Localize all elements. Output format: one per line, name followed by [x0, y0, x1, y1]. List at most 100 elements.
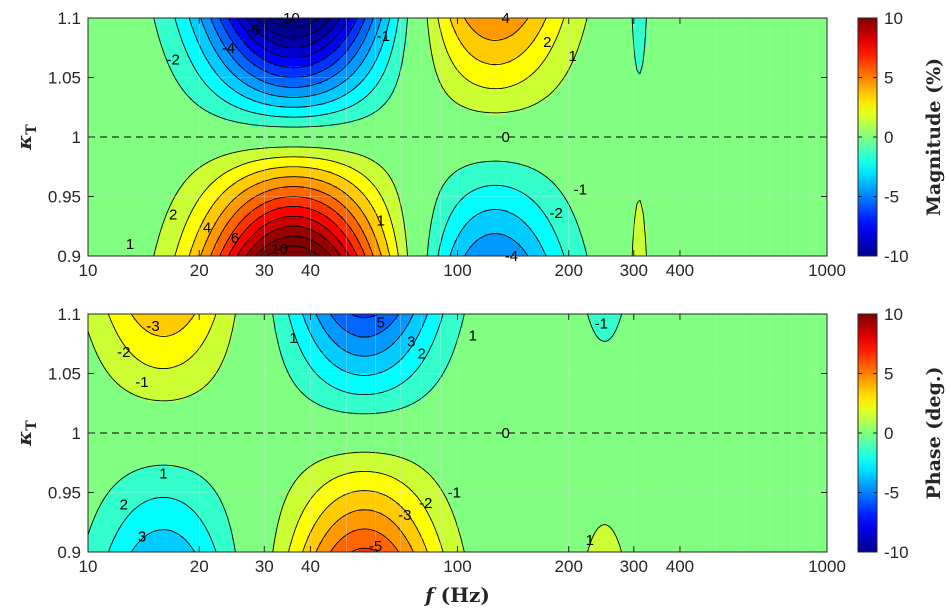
map-cell [466, 39, 470, 43]
map-cell [388, 54, 392, 58]
map-cell [451, 39, 455, 43]
map-cell [502, 30, 506, 34]
map-cell [340, 57, 344, 61]
map-cell [259, 42, 263, 46]
map-cell [313, 36, 317, 40]
map-cell [559, 27, 563, 31]
map-cell [463, 39, 467, 43]
map-cell [445, 42, 449, 46]
map-cell [184, 51, 188, 55]
map-cell [289, 39, 293, 43]
map-cell [337, 39, 341, 43]
map-cell [550, 54, 554, 58]
map-cell [541, 39, 545, 43]
map-cell [535, 36, 539, 40]
map-cell [238, 42, 242, 46]
map-cell [301, 30, 305, 34]
map-cell [232, 39, 236, 43]
map-cell [229, 33, 233, 37]
map-cell [478, 45, 482, 49]
map-cell [211, 57, 215, 61]
map-cell [445, 21, 449, 25]
map-cell [238, 30, 242, 34]
map-cell [202, 27, 206, 31]
map-cell [523, 57, 527, 61]
map-cell [229, 18, 233, 22]
map-cell [226, 54, 230, 58]
map-cell [442, 51, 446, 55]
map-cell [481, 30, 485, 34]
map-cell [328, 54, 332, 58]
map-cell [253, 33, 257, 37]
map-cell [562, 24, 566, 28]
map-cell [463, 42, 467, 46]
map-cell [286, 60, 290, 64]
map-cell [280, 27, 284, 31]
map-cell [355, 36, 359, 40]
map-cell [457, 54, 461, 58]
map-cell [169, 42, 173, 46]
map-cell [541, 57, 545, 61]
map-cell [187, 57, 191, 61]
map-cell [433, 39, 437, 43]
map-cell [577, 36, 581, 40]
map-cell [178, 21, 182, 25]
map-cell [577, 33, 581, 37]
map-cell [217, 42, 221, 46]
map-cell [343, 18, 347, 22]
map-cell [391, 39, 395, 43]
map-cell [193, 57, 197, 61]
map-cell [448, 48, 452, 52]
map-cell [322, 54, 326, 58]
map-cell [157, 21, 161, 25]
map-cell [397, 27, 401, 31]
map-cell [298, 24, 302, 28]
map-cell [316, 45, 320, 49]
map-cell [436, 60, 440, 64]
map-cell [319, 60, 323, 64]
map-cell [556, 42, 560, 46]
map-cell [313, 21, 317, 25]
map-cell [205, 54, 209, 58]
map-cell [445, 18, 449, 22]
map-cell [559, 42, 563, 46]
map-cell [262, 30, 266, 34]
map-cell [340, 42, 344, 46]
map-cell [196, 51, 200, 55]
map-cell [373, 21, 377, 25]
map-cell [262, 39, 266, 43]
map-cell [283, 51, 287, 55]
map-cell [514, 48, 518, 52]
map-cell [472, 18, 476, 22]
map-cell [556, 21, 560, 25]
map-cell [370, 18, 374, 22]
map-cell [265, 54, 269, 58]
map-cell [349, 39, 353, 43]
map-cell [193, 45, 197, 49]
map-cell [451, 51, 455, 55]
map-cell [559, 30, 563, 34]
map-cell [235, 36, 239, 40]
map-cell [304, 27, 308, 31]
map-cell [535, 42, 539, 46]
map-cell [493, 51, 497, 55]
map-cell [451, 21, 455, 25]
map-cell [448, 21, 452, 25]
map-cell [193, 21, 197, 25]
map-cell [484, 42, 488, 46]
map-cell [562, 39, 566, 43]
map-cell [475, 24, 479, 28]
map-cell [304, 48, 308, 52]
map-cell [472, 36, 476, 40]
map-cell [295, 30, 299, 34]
map-cell [559, 57, 563, 61]
map-cell [301, 33, 305, 37]
map-cell [520, 39, 524, 43]
map-cell [322, 42, 326, 46]
map-cell [373, 48, 377, 52]
map-cell [454, 24, 458, 28]
map-cell [508, 51, 512, 55]
map-cell [394, 21, 398, 25]
map-cell [310, 30, 314, 34]
map-cell [241, 18, 245, 22]
